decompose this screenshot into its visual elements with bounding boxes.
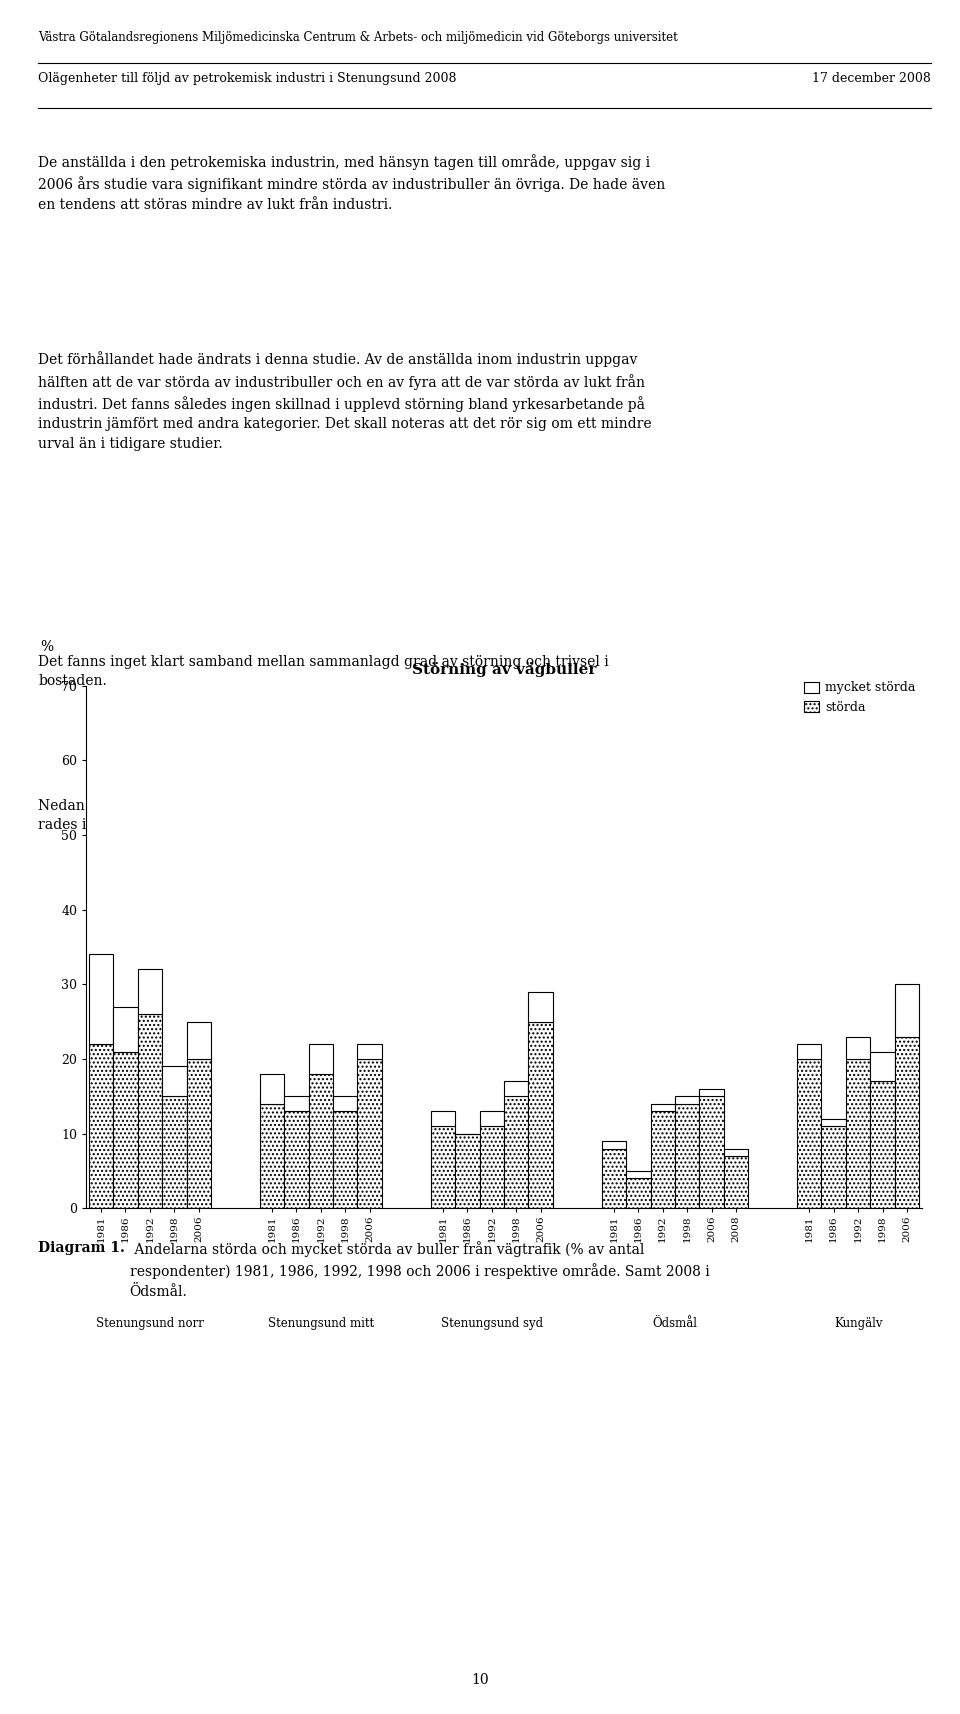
Bar — [308, 1044, 333, 1075]
Bar — [89, 955, 113, 1044]
Text: De anställda i den petrokemiska industrin, med hänsyn tagen till område, uppgav : De anställda i den petrokemiska industri… — [38, 154, 665, 213]
Bar — [137, 1015, 162, 1208]
Bar — [895, 984, 919, 1037]
Bar — [504, 1082, 528, 1097]
Bar — [724, 1148, 748, 1157]
Bar — [700, 1097, 724, 1208]
Bar — [602, 1142, 626, 1148]
Bar — [308, 1075, 333, 1208]
Text: Olägenheter till följd av petrokemisk industri i Stenungsund 2008: Olägenheter till följd av petrokemisk in… — [38, 72, 457, 86]
Bar — [846, 1059, 871, 1208]
Bar — [137, 970, 162, 1015]
Bar — [89, 1044, 113, 1208]
Bar — [260, 1104, 284, 1208]
Bar — [480, 1126, 504, 1208]
Bar — [822, 1119, 846, 1126]
Bar — [675, 1104, 700, 1208]
Bar — [431, 1111, 455, 1126]
Bar — [113, 1006, 137, 1052]
Text: Stenungsund mitt: Stenungsund mitt — [268, 1316, 373, 1330]
Bar — [431, 1126, 455, 1208]
Bar — [700, 1088, 724, 1097]
Text: Det fanns inget klart samband mellan sammanlagd grad av störning och trivsel i
b: Det fanns inget klart samband mellan sam… — [38, 655, 610, 689]
Text: Kungälv: Kungälv — [834, 1316, 882, 1330]
Bar — [333, 1097, 357, 1111]
Bar — [284, 1111, 308, 1208]
Text: Andelarna störda och mycket störda av buller från vägtrafik (% av antal
responde: Andelarna störda och mycket störda av bu… — [130, 1241, 709, 1299]
Bar — [626, 1171, 651, 1179]
Bar — [113, 1052, 137, 1208]
Bar — [480, 1111, 504, 1126]
Text: Stenungsund syd: Stenungsund syd — [441, 1316, 542, 1330]
Bar — [675, 1097, 700, 1104]
Bar — [357, 1044, 382, 1059]
Bar — [528, 992, 553, 1022]
Bar — [724, 1157, 748, 1208]
Text: 17 december 2008: 17 december 2008 — [812, 72, 931, 86]
Text: 10: 10 — [471, 1673, 489, 1687]
Text: Västra Götalandsregionens Miljömedicinska Centrum & Arbets- och miljömedicin vid: Västra Götalandsregionens Miljömedicinsk… — [38, 31, 678, 45]
Bar — [895, 1037, 919, 1208]
Bar — [602, 1148, 626, 1208]
Bar — [846, 1037, 871, 1059]
Text: %: % — [40, 641, 54, 655]
Bar — [455, 1133, 480, 1208]
Bar — [797, 1059, 822, 1208]
Text: Det förhållandet hade ändrats i denna studie. Av de anställda inom industrin upp: Det förhållandet hade ändrats i denna st… — [38, 351, 652, 451]
Text: Stenungsund norr: Stenungsund norr — [96, 1316, 204, 1330]
Text: Nedan i diagram 1-3 jämförs störningsgraden av olika källor med den som rapporte: Nedan i diagram 1-3 jämförs störningsgra… — [38, 799, 637, 833]
Bar — [186, 1022, 211, 1059]
Bar — [162, 1097, 186, 1208]
Bar — [797, 1044, 822, 1059]
Text: Ödsmål: Ödsmål — [653, 1316, 698, 1330]
Text: Diagram 1.: Diagram 1. — [38, 1241, 125, 1255]
Bar — [333, 1111, 357, 1208]
Bar — [528, 1022, 553, 1208]
Bar — [162, 1066, 186, 1097]
Legend: mycket störda, störda: mycket störda, störda — [804, 682, 915, 713]
Bar — [626, 1179, 651, 1208]
Bar — [871, 1082, 895, 1208]
Bar — [260, 1075, 284, 1104]
Bar — [822, 1126, 846, 1208]
Bar — [871, 1052, 895, 1082]
Bar — [357, 1059, 382, 1208]
Bar — [284, 1097, 308, 1111]
Bar — [651, 1104, 675, 1111]
Title: Störning av vägbuller: Störning av vägbuller — [412, 663, 596, 677]
Bar — [651, 1111, 675, 1208]
Bar — [186, 1059, 211, 1208]
Bar — [504, 1097, 528, 1208]
